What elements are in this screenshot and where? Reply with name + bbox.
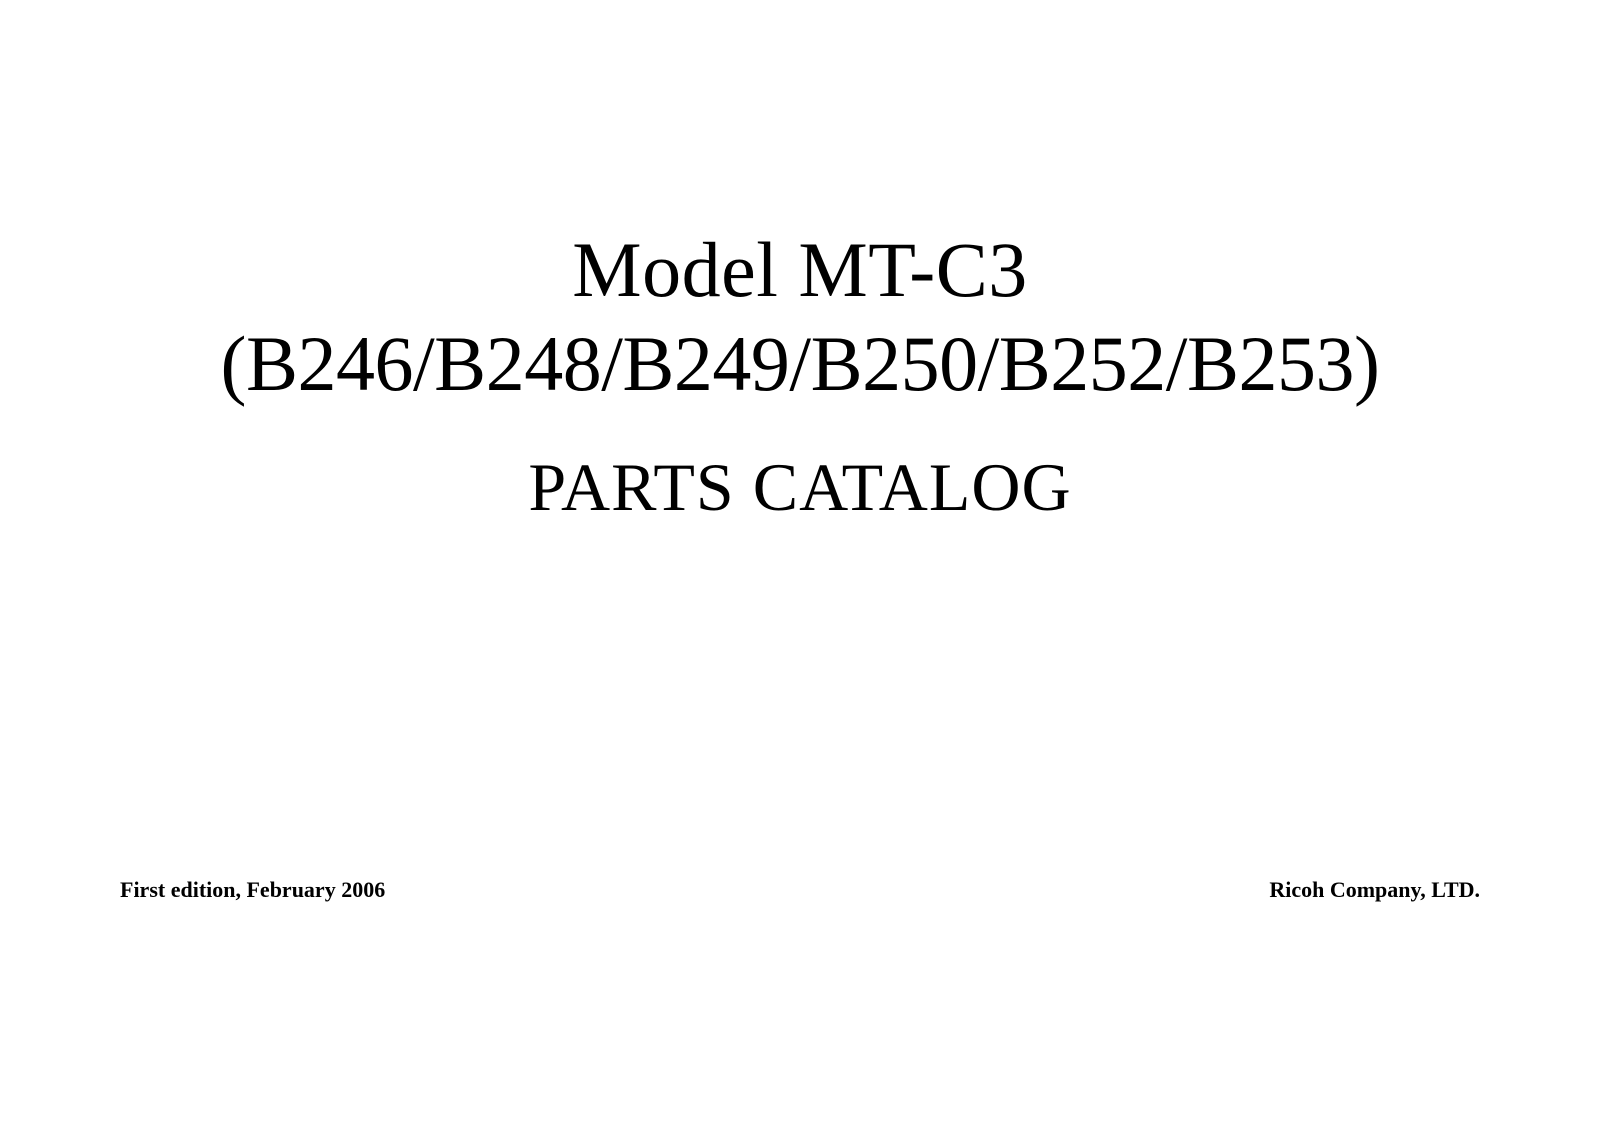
company-name: Ricoh Company, LTD. xyxy=(1269,877,1480,903)
document-type-subtitle: PARTS CATALOG xyxy=(0,448,1600,527)
footer: First edition, February 2006 Ricoh Compa… xyxy=(0,877,1600,903)
edition-info: First edition, February 2006 xyxy=(120,877,385,903)
document-page: Model MT-C3 (B246/B248/B249/B250/B252/B2… xyxy=(0,0,1600,1131)
title-model-codes: (B246/B248/B249/B250/B252/B253) xyxy=(0,315,1600,413)
title-block: Model MT-C3 (B246/B248/B249/B250/B252/B2… xyxy=(0,225,1600,527)
title-model: Model MT-C3 xyxy=(0,225,1600,315)
